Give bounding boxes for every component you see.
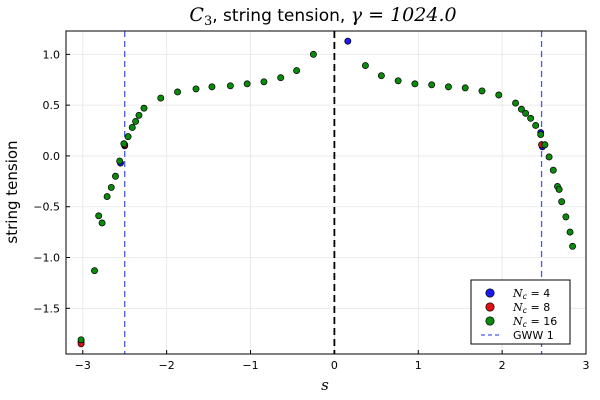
data-point (545, 153, 553, 161)
title-gamma: γ = 1024.0 (351, 4, 457, 26)
y-tick-label: −0.5 (33, 201, 60, 214)
title-symbol: C (189, 4, 204, 26)
data-point (549, 166, 557, 174)
title-subscript: 3 (204, 14, 212, 29)
data-point (243, 80, 251, 88)
y-tick-label: −1.0 (33, 252, 60, 265)
data-point (260, 78, 268, 86)
data-point (132, 117, 140, 125)
y-tick-label: 0.0 (43, 150, 61, 163)
data-point (558, 198, 566, 206)
data-point (344, 37, 352, 45)
data-point (293, 67, 301, 75)
data-point (120, 140, 128, 148)
x-tick-label: −3 (75, 359, 91, 372)
x-axis-label: s (321, 376, 329, 394)
x-tick-label: −1 (242, 359, 258, 372)
grid (66, 31, 587, 354)
data-point (277, 74, 285, 82)
data-point (208, 83, 216, 91)
x-tick-label: 2 (499, 359, 506, 372)
title-text: , string tension, (212, 6, 350, 26)
y-tick-label: 0.5 (43, 99, 61, 112)
data-point (174, 88, 181, 96)
legend-label: Nc = 16 (512, 315, 557, 329)
legend-marker (485, 288, 495, 298)
data-point (562, 213, 570, 221)
data-point (124, 133, 132, 141)
data-point (569, 242, 577, 250)
data-point (103, 193, 111, 201)
data-point (95, 212, 103, 220)
data-point (517, 105, 525, 113)
data-point (140, 104, 148, 112)
data-point (478, 87, 486, 95)
data-point (532, 122, 540, 129)
x-tick-label: 3 (583, 359, 590, 372)
legend-label: Nc = 4 (512, 287, 550, 301)
data-point (91, 267, 98, 275)
data-point (394, 77, 402, 85)
data-point (226, 82, 234, 90)
data-point (445, 83, 452, 91)
y-tick-label: 1.0 (43, 48, 61, 61)
legend-marker (485, 302, 495, 312)
data-point (555, 186, 563, 193)
data-point (522, 109, 530, 117)
data-points (77, 37, 577, 348)
data-point (495, 91, 503, 99)
data-point (157, 94, 165, 102)
y-axis-ticks: −1.5 −1.0 −0.5 0.0 0.5 1.0 (33, 48, 70, 315)
data-point (135, 111, 143, 119)
data-point (566, 228, 574, 236)
legend-label: GWW 1 (513, 329, 554, 342)
data-point (192, 85, 200, 93)
data-point (461, 84, 469, 92)
legend-marker (485, 316, 495, 326)
chart-title: C3, string tension, γ = 1024.0 (189, 4, 456, 29)
x-tick-label: 0 (331, 359, 338, 372)
plot-frame (65, 30, 587, 355)
data-point (512, 99, 519, 107)
reference-lines (124, 31, 543, 354)
data-point (428, 81, 436, 89)
data-point (377, 72, 385, 80)
y-tick-label: −1.5 (33, 302, 60, 315)
data-point (116, 157, 124, 165)
data-point (527, 114, 535, 122)
x-axis-ticks: −3 −2 −1 0 1 2 3 (75, 350, 590, 372)
y-axis-label: string tension (3, 140, 21, 243)
data-point (361, 62, 369, 69)
x-tick-label: 1 (415, 359, 422, 372)
data-point (309, 50, 317, 58)
x-tick-label: −2 (159, 359, 175, 372)
data-point (112, 172, 119, 180)
data-point (98, 219, 106, 227)
legend-label: Nc = 8 (512, 301, 550, 315)
data-point (107, 183, 115, 191)
data-point (128, 124, 136, 131)
data-point (537, 131, 545, 139)
data-point (77, 336, 85, 344)
data-point (541, 141, 549, 149)
data-point (411, 80, 419, 88)
